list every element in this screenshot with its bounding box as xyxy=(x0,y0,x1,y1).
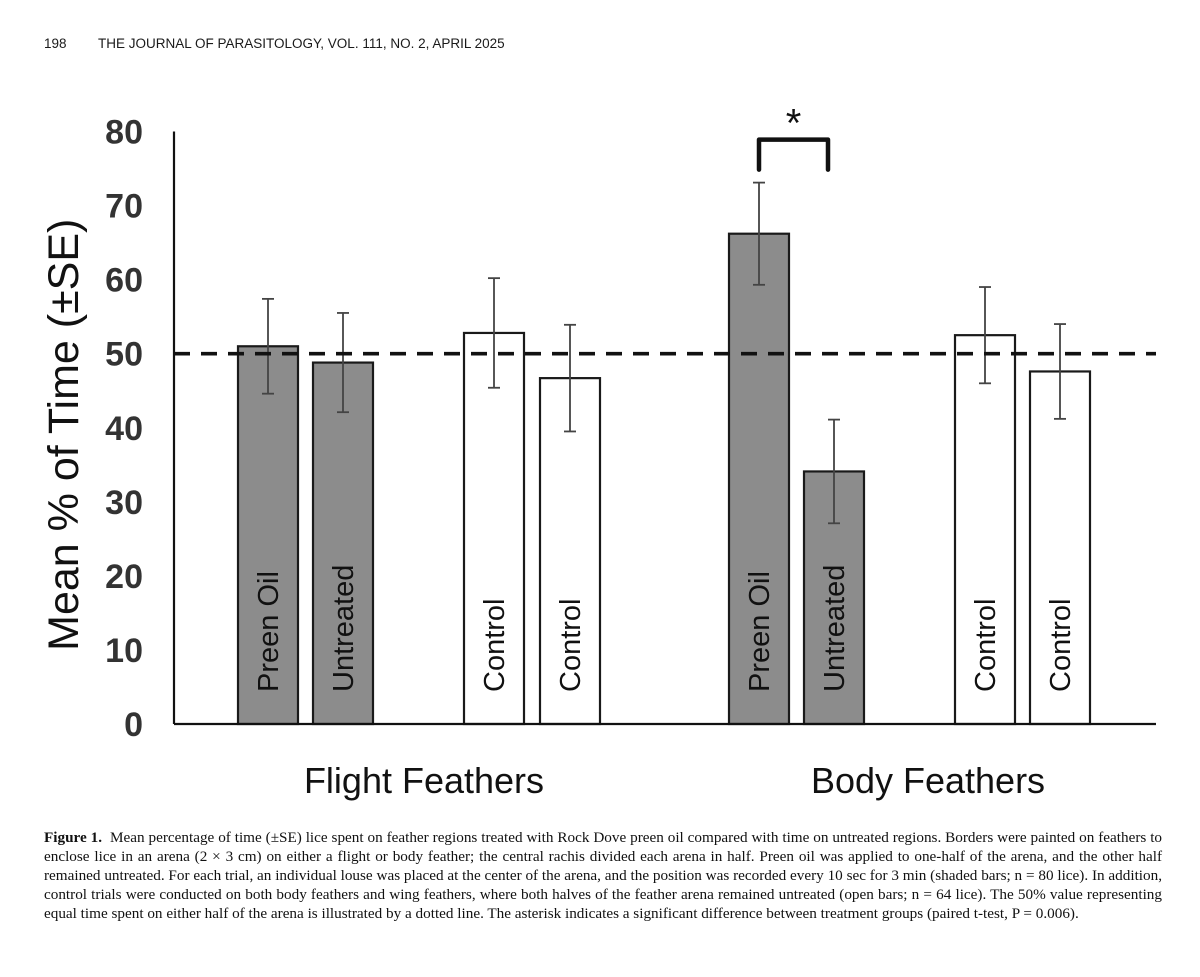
y-tick-label: 10 xyxy=(105,632,143,670)
y-tick-label: 80 xyxy=(105,114,143,152)
y-tick-label: 70 xyxy=(105,188,143,226)
bar-chart: Mean % of Time (±SE) 0 10 20 30 40 50 60 70 80 Pre… xyxy=(40,102,1156,801)
y-tick-label: 30 xyxy=(105,484,143,522)
bar-label: Untreated xyxy=(328,565,360,692)
bar-label: Preen Oil xyxy=(253,571,285,692)
bar-label: Untreated xyxy=(819,565,851,692)
bar-label: Control xyxy=(555,599,587,693)
figure-label: Figure 1. xyxy=(44,829,103,846)
group-label: Body Feathers xyxy=(811,760,1045,801)
y-tick-label: 0 xyxy=(124,706,143,744)
y-axis-label: Mean % of Time (±SE) xyxy=(40,219,88,651)
bar-label: Control xyxy=(479,599,511,693)
figure-caption: Figure 1. Mean percentage of time (±SE) l… xyxy=(44,828,1162,923)
page-number: 198 xyxy=(44,36,67,51)
y-tick-label: 20 xyxy=(105,558,143,596)
caption-text: Mean percentage of time (±SE) lice spent… xyxy=(44,829,1163,922)
significance-asterisk: * xyxy=(786,102,802,146)
y-tick-label: 50 xyxy=(105,336,143,374)
bar-label: Control xyxy=(970,599,1002,693)
bar-label: Control xyxy=(1045,599,1077,693)
bar xyxy=(538,377,602,726)
group-label: Flight Feathers xyxy=(304,760,544,801)
y-tick-label: 40 xyxy=(105,410,143,448)
bar xyxy=(311,361,375,726)
bar xyxy=(236,345,300,726)
page-header: 198 THE JOURNAL OF PARASITOLOGY, VOL. 111… xyxy=(44,36,1164,56)
journal-title: THE JOURNAL OF PARASITOLOGY, VOL. 111, N… xyxy=(98,36,505,51)
significance-bracket xyxy=(756,137,831,172)
bar-label: Preen Oil xyxy=(744,571,776,692)
bar xyxy=(1028,370,1092,726)
y-tick-label: 60 xyxy=(105,262,143,300)
bar xyxy=(953,334,1017,726)
